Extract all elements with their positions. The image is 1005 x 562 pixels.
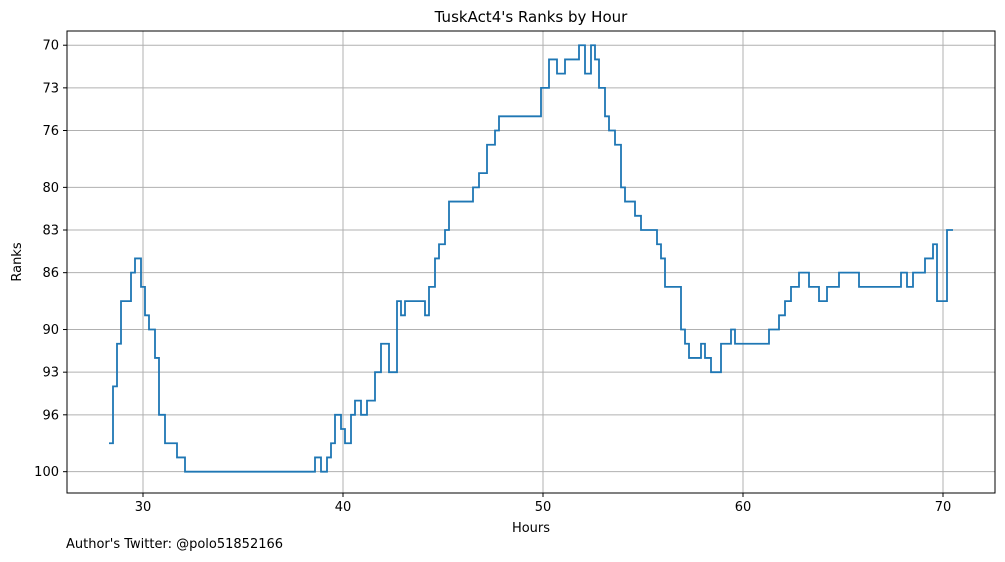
x-axis-label: Hours	[512, 521, 550, 536]
plot-frame	[66, 30, 996, 494]
x-tick-label: 70	[935, 500, 952, 515]
grid-layer	[67, 31, 995, 493]
x-tick-label: 50	[535, 500, 552, 515]
x-tick-label: 40	[335, 500, 352, 515]
y-tick-label: 83	[42, 224, 59, 239]
y-tick-label: 80	[42, 181, 59, 196]
y-tick-label: 70	[42, 39, 59, 54]
y-tick-label: 76	[42, 124, 59, 139]
chart-title: TuskAct4's Ranks by Hour	[434, 8, 628, 26]
y-tick-label: 73	[42, 81, 59, 96]
author-credit: Author's Twitter: @polo51852166	[66, 537, 284, 552]
rank-series-line	[109, 44, 953, 473]
x-tick-label: 60	[735, 500, 752, 515]
y-tick-label: 86	[42, 266, 59, 281]
series-layer	[109, 44, 953, 473]
y-tick-label: 90	[42, 323, 59, 338]
y-tick-label: 100	[34, 465, 59, 480]
tick-layer: 30 40 50 60 70 70 73 76 80 83 86 90 93 96 100	[34, 39, 951, 515]
y-tick-label: 96	[42, 408, 59, 423]
x-tick-label: 30	[135, 500, 152, 515]
y-tick-label: 93	[42, 366, 59, 381]
y-axis-label: Ranks	[10, 242, 25, 281]
